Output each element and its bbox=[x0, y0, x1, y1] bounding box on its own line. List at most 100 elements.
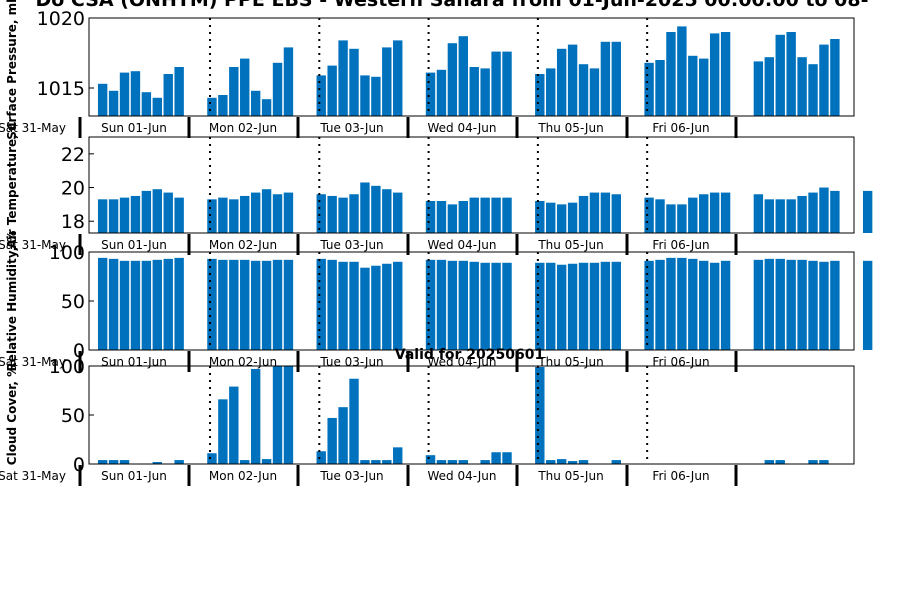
bar bbox=[393, 447, 403, 464]
bar bbox=[207, 453, 217, 464]
x-tick-label: Thu 05-Jun bbox=[537, 238, 603, 252]
bar bbox=[360, 75, 370, 116]
bar bbox=[535, 74, 545, 116]
x-tick-label: Fri 06-Jun bbox=[652, 355, 709, 369]
bar bbox=[578, 460, 589, 464]
bar bbox=[502, 197, 512, 233]
bar bbox=[502, 51, 512, 116]
bar bbox=[141, 190, 152, 233]
bar bbox=[753, 259, 764, 350]
bar bbox=[699, 58, 709, 116]
bar bbox=[644, 197, 654, 233]
bar bbox=[283, 192, 294, 233]
bar bbox=[830, 190, 840, 233]
bar bbox=[677, 204, 687, 233]
bar bbox=[480, 460, 490, 464]
bar bbox=[699, 260, 709, 350]
bar bbox=[261, 459, 272, 464]
bar bbox=[491, 51, 501, 116]
bar bbox=[97, 257, 108, 350]
chart-title: Do CSA (ONHTM) PPE EBS - Western Sahara … bbox=[35, 0, 868, 11]
bar bbox=[130, 260, 141, 350]
bar bbox=[174, 257, 184, 350]
bar bbox=[327, 259, 337, 350]
x-tick-label: Mon 02-Jun bbox=[209, 355, 277, 369]
bar bbox=[119, 72, 130, 116]
bar bbox=[567, 461, 578, 464]
bar bbox=[174, 460, 184, 464]
bar bbox=[338, 261, 348, 350]
bar bbox=[425, 72, 436, 116]
bar bbox=[393, 192, 403, 233]
bar bbox=[338, 197, 348, 233]
x-tick-label: Wed 04-Jun bbox=[428, 238, 497, 252]
bar bbox=[546, 460, 556, 464]
bar bbox=[436, 201, 447, 233]
bar bbox=[655, 199, 665, 233]
x-tick-label: Tue 03-Jun bbox=[319, 355, 383, 369]
bar bbox=[546, 202, 556, 233]
bar bbox=[556, 264, 567, 350]
bar bbox=[382, 460, 392, 464]
bar bbox=[218, 197, 228, 233]
bar bbox=[240, 460, 250, 464]
bar bbox=[349, 261, 359, 350]
bar bbox=[688, 197, 698, 233]
x-tick-label: Thu 05-Jun bbox=[537, 355, 603, 369]
bar bbox=[644, 260, 654, 350]
bar bbox=[720, 192, 731, 233]
bar bbox=[611, 41, 621, 116]
bar bbox=[261, 260, 272, 350]
bar bbox=[283, 366, 294, 464]
bar bbox=[108, 258, 119, 350]
bar bbox=[535, 201, 545, 233]
bar bbox=[611, 261, 621, 350]
bar bbox=[250, 192, 261, 233]
y-tick-label: 18 bbox=[61, 211, 85, 233]
bar bbox=[808, 260, 818, 350]
x-tick-label: Tue 03-Jun bbox=[319, 238, 383, 252]
bar bbox=[775, 460, 785, 464]
x-tick-label: Sun 01-Jun bbox=[101, 121, 167, 135]
bar bbox=[108, 199, 119, 233]
bar bbox=[447, 460, 458, 464]
bar bbox=[753, 194, 764, 233]
x-tick-label: Sat 31-May bbox=[0, 238, 66, 252]
bar bbox=[808, 192, 818, 233]
bar bbox=[272, 366, 283, 464]
bar bbox=[830, 260, 840, 350]
x-tick-label: Sun 01-Jun bbox=[101, 355, 167, 369]
bar bbox=[666, 204, 676, 233]
y-axis-label: Air Temperature, C bbox=[5, 121, 19, 249]
x-tick-label: Sun 01-Jun bbox=[101, 469, 167, 483]
bar bbox=[360, 460, 370, 464]
bar bbox=[327, 65, 337, 116]
bar bbox=[338, 40, 348, 116]
bar bbox=[862, 260, 873, 350]
bar bbox=[316, 451, 326, 464]
bar bbox=[119, 260, 130, 350]
bar bbox=[611, 460, 621, 464]
bar bbox=[218, 399, 228, 464]
bar bbox=[283, 47, 294, 116]
x-tick-label: Tue 03-Jun bbox=[319, 121, 383, 135]
bar bbox=[327, 417, 337, 464]
y-tick-label: 1015 bbox=[37, 78, 85, 100]
bar bbox=[218, 259, 228, 350]
x-tick-label: Sun 01-Jun bbox=[101, 238, 167, 252]
y-tick-label: 50 bbox=[61, 291, 85, 313]
bar bbox=[764, 460, 774, 464]
bar bbox=[480, 68, 490, 116]
bar bbox=[546, 262, 556, 350]
bar bbox=[218, 95, 228, 116]
bar bbox=[819, 261, 829, 350]
bar bbox=[830, 39, 840, 116]
bar bbox=[250, 90, 261, 116]
axis-box bbox=[88, 365, 855, 465]
bar bbox=[360, 182, 370, 233]
bar bbox=[469, 197, 479, 233]
bar bbox=[393, 40, 403, 116]
